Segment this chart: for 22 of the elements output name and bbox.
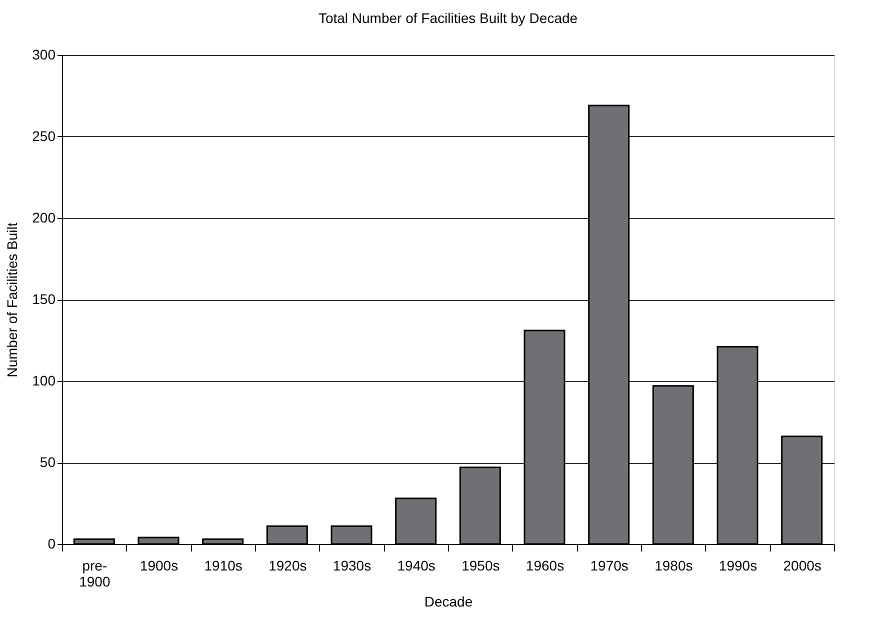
x-tick-label: 1950s: [462, 558, 500, 574]
x-tick-label: 1970s: [590, 558, 628, 574]
x-tick-label: pre-1900: [79, 558, 110, 590]
y-tick-label: 250: [32, 128, 56, 144]
y-axis-title: Number of Facilities Built: [4, 222, 20, 378]
x-tick-label: 1980s: [654, 558, 693, 574]
y-tick-label: 0: [48, 536, 56, 552]
x-tick-label: 1910s: [204, 558, 242, 574]
y-tick-label: 50: [40, 454, 56, 470]
chart-title: Total Number of Facilities Built by Decade: [318, 10, 578, 26]
x-tick-label: 1990s: [718, 558, 758, 574]
y-tick-label: 100: [32, 372, 56, 388]
x-tick-label: 1960s: [526, 558, 564, 574]
x-tick-label: 1930s: [332, 558, 372, 574]
y-tick-label: 150: [32, 291, 56, 307]
x-tick-label: 1920s: [268, 558, 307, 574]
x-axis-title: Decade: [424, 594, 473, 610]
x-tick-label: 1900s: [140, 558, 178, 574]
y-tick-label: 300: [32, 46, 56, 62]
x-tick-label: 1940s: [397, 558, 436, 574]
y-tick-label: 200: [32, 210, 56, 226]
x-tick-label: 2000s: [783, 558, 822, 574]
